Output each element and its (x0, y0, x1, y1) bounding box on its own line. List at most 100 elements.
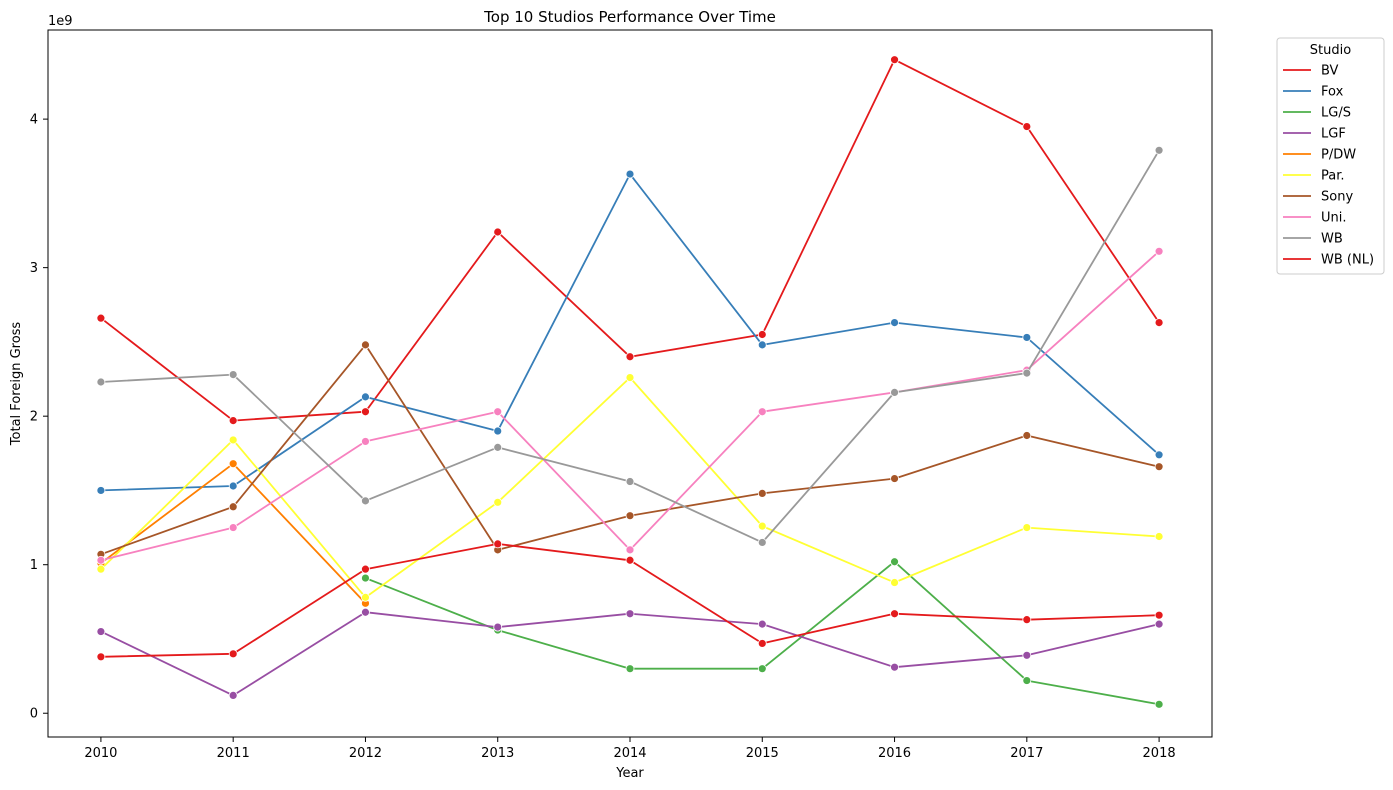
x-tick-label: 2016 (878, 746, 911, 761)
data-point (228, 370, 238, 379)
series-layer (96, 55, 1164, 709)
data-point (625, 545, 635, 555)
data-point (96, 564, 106, 574)
data-point (1154, 450, 1164, 460)
data-point (96, 652, 106, 662)
legend-title: Studio (1310, 43, 1351, 58)
data-point (493, 407, 503, 417)
data-point (361, 392, 370, 402)
data-point (757, 330, 767, 339)
x-tick-label: 2013 (481, 746, 514, 761)
data-point (625, 373, 635, 382)
y-tick-label: 2 (30, 410, 38, 425)
data-point (890, 557, 899, 567)
data-point (757, 619, 767, 629)
series-line (100, 173, 1160, 492)
legend-entry: Sony (1321, 190, 1353, 205)
data-point (96, 313, 106, 323)
data-point (890, 662, 899, 672)
data-point (757, 521, 767, 531)
legend-entry: LGF (1321, 127, 1346, 142)
data-point (361, 407, 370, 417)
data-point (228, 416, 238, 426)
axes-layer: 2010 2011 2012 2013 2014 2015 2016 2017 2018 0 1 2 3… (30, 113, 1176, 761)
legend-entry: BV (1321, 64, 1339, 79)
legend-entry: LG/S (1321, 106, 1351, 121)
series-line (100, 58, 1160, 422)
data-point (625, 609, 635, 619)
data-point (625, 555, 635, 565)
series-fox (96, 169, 1164, 495)
data-point (625, 352, 635, 362)
data-point (1154, 145, 1164, 155)
data-point (361, 496, 370, 506)
data-point (1154, 610, 1164, 620)
data-point (890, 55, 899, 65)
data-point (96, 486, 106, 495)
data-point (493, 622, 503, 632)
y-tick-label: 4 (30, 113, 38, 128)
data-point (493, 227, 503, 237)
data-point (757, 639, 767, 648)
data-point (1154, 699, 1164, 709)
y-tick-label: 0 (30, 707, 38, 722)
x-axis-label: Year (615, 766, 644, 781)
data-point (96, 377, 106, 387)
data-point (361, 564, 370, 574)
data-point (361, 592, 370, 602)
data-point (1154, 246, 1164, 256)
data-point (1154, 318, 1164, 328)
x-tick-label: 2018 (1143, 746, 1176, 761)
series-par (96, 373, 1164, 602)
data-point (757, 489, 767, 498)
y-axis-label: Total Foreign Gross (9, 322, 24, 447)
data-point (228, 459, 238, 469)
data-point (625, 664, 635, 674)
series-wb (96, 145, 1164, 547)
x-tick-label: 2010 (84, 746, 117, 761)
legend-entry: WB (NL) (1321, 253, 1374, 268)
data-point (625, 511, 635, 521)
series-wb-nl (96, 539, 1164, 662)
data-point (1154, 619, 1164, 629)
data-point (228, 523, 238, 532)
data-point (890, 578, 899, 587)
series-line (365, 560, 1160, 706)
data-point (1022, 676, 1032, 685)
data-point (228, 481, 238, 491)
chart-title: Top 10 Studios Performance Over Time (483, 8, 776, 26)
data-point (361, 607, 370, 617)
legend-entry: Par. (1321, 169, 1345, 184)
data-point (1022, 431, 1032, 440)
series-lgf (96, 607, 1164, 700)
data-point (493, 426, 503, 436)
y-tick-label: 1 (30, 558, 38, 573)
data-point (361, 437, 370, 446)
y-tick-label: 3 (30, 261, 38, 276)
data-point (625, 477, 635, 486)
x-tick-label: 2012 (349, 746, 382, 761)
data-point (890, 474, 899, 483)
data-point (228, 502, 238, 512)
x-tick-label: 2011 (217, 746, 250, 761)
legend-entry: Uni. (1321, 211, 1347, 226)
legend-box (1276, 37, 1385, 275)
data-point (1022, 368, 1032, 378)
data-point (1154, 462, 1164, 472)
data-point (890, 318, 899, 328)
y-axis-offset-label: 1e9 (48, 14, 73, 29)
data-point (96, 627, 106, 636)
data-point (890, 388, 899, 397)
data-point (1022, 615, 1032, 625)
data-point (493, 442, 503, 452)
x-tick-label: 2015 (746, 746, 779, 761)
plot-frame (47, 29, 1213, 738)
data-point (625, 169, 635, 179)
data-point (361, 573, 370, 583)
data-point (757, 407, 767, 417)
series-lg-s (361, 557, 1164, 709)
x-tick-label: 2017 (1010, 746, 1043, 761)
legend: Studio BV Fox LG/S LGF P/DW Par. Sony Uni. WB WB (… (1276, 37, 1385, 275)
